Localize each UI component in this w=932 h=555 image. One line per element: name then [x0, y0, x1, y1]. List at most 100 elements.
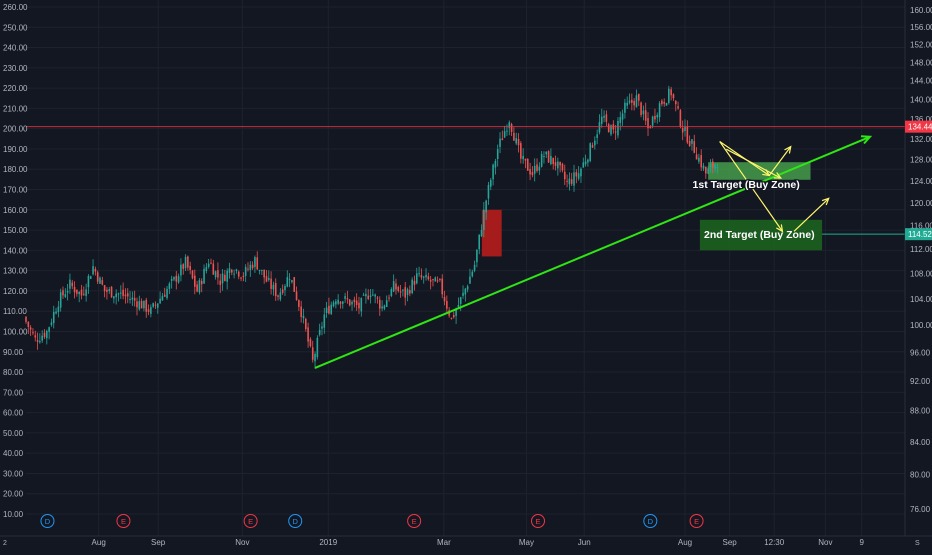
candle-body — [681, 128, 684, 133]
candle-body — [466, 286, 469, 290]
candle-body — [550, 156, 552, 165]
candle-body — [286, 277, 289, 287]
candle-body — [554, 162, 557, 166]
candle-body — [566, 180, 568, 182]
candle-body — [80, 289, 83, 296]
candle-body — [487, 184, 490, 199]
candle-body — [365, 293, 367, 297]
time-axis-tick-label: 12:30 — [764, 538, 785, 547]
candle-body — [157, 303, 159, 308]
candle-body — [277, 295, 279, 297]
candle-body — [605, 114, 608, 122]
candle-body — [108, 289, 111, 292]
candle-body — [311, 347, 314, 360]
candle-body — [50, 322, 53, 325]
candle-body — [353, 299, 356, 303]
candle-body — [452, 315, 455, 318]
candle-body — [348, 299, 351, 306]
candle-body — [34, 335, 37, 338]
right-axis-tick-label: 160.00 — [910, 6, 932, 15]
candle-body — [628, 100, 631, 103]
candle-body — [48, 327, 50, 332]
candle-body — [367, 295, 370, 300]
right-axis-tick-label: 128.00 — [910, 156, 932, 165]
candle-body — [25, 316, 27, 322]
candle-body — [540, 153, 543, 167]
candle-body — [496, 149, 499, 160]
candle-body — [261, 269, 263, 271]
left-axis-tick-label: 30.00 — [3, 469, 24, 478]
projection-arrow — [768, 146, 792, 176]
event-marker-label: E — [694, 517, 699, 526]
candle-body — [83, 293, 85, 295]
right-axis-tick-label: 136.00 — [910, 115, 932, 124]
candle-body — [665, 103, 668, 106]
candle-body — [464, 288, 467, 295]
grid-lines — [26, 0, 905, 536]
candle-body — [217, 270, 219, 278]
candle-body — [321, 326, 323, 329]
candle-body — [637, 93, 640, 101]
left-axis-tick-label: 240.00 — [3, 44, 28, 53]
candle-body — [341, 301, 344, 304]
projection-arrow — [726, 148, 782, 179]
right-axis-tick-label: 92.00 — [910, 377, 931, 386]
candle-body — [300, 306, 302, 317]
right-axis-tick-label: 144.00 — [910, 77, 932, 86]
zone-label-2: 2nd Target (Buy Zone) — [704, 229, 815, 241]
candle-body — [113, 296, 115, 299]
candle-body — [101, 280, 104, 285]
event-marker-circle — [689, 514, 704, 528]
time-axis-tick-label: Mar — [437, 538, 451, 547]
candle-body — [41, 335, 43, 341]
candle-body — [240, 277, 242, 279]
time-axis-tick-label: Nov — [818, 538, 832, 547]
left-axis-tick-label: 130.00 — [3, 267, 28, 276]
candle-body — [64, 294, 67, 297]
candle-body — [323, 314, 326, 328]
candle-body — [168, 283, 171, 289]
candle-body — [425, 274, 427, 278]
candle-body — [237, 271, 240, 277]
candle-body — [693, 141, 696, 153]
candle-body — [441, 278, 444, 295]
right-axis-tick-label: 96.00 — [910, 348, 931, 357]
candle-body — [668, 88, 670, 103]
candle-body — [492, 164, 494, 180]
candle-body — [557, 161, 559, 169]
left-axis-tick-label: 60.00 — [3, 409, 24, 418]
left-axis-tick-label: 40.00 — [3, 449, 24, 458]
candle-body — [545, 151, 548, 155]
candle-body — [110, 286, 113, 298]
candle-body — [436, 280, 439, 282]
target-badge-label: 114.52 — [908, 230, 932, 239]
candle-body — [709, 164, 712, 168]
candle-body — [670, 89, 672, 96]
candle-body — [422, 276, 425, 278]
left-axis-tick-label: 260.00 — [3, 3, 28, 12]
candle-body — [600, 116, 603, 124]
candle-body — [395, 283, 397, 290]
candle-body — [307, 327, 309, 342]
candle-body — [99, 277, 101, 284]
candle-body — [647, 118, 649, 129]
candle-body — [281, 289, 284, 293]
candle-body — [210, 262, 212, 264]
candle-body — [409, 290, 411, 294]
candle-body — [36, 340, 39, 342]
right-axis-tick-label: 152.00 — [910, 40, 932, 49]
event-marker-circle — [116, 514, 131, 528]
candle-body — [591, 145, 594, 148]
candle-body — [520, 143, 522, 159]
candle-body — [614, 131, 617, 133]
candle-body — [543, 156, 545, 158]
candle-body — [43, 332, 46, 338]
candle-body — [214, 271, 217, 278]
candle-body — [177, 276, 180, 283]
candle-body — [672, 94, 675, 99]
candle-body — [700, 155, 702, 168]
candle-body — [478, 234, 481, 250]
left-axis-tick-label: 250.00 — [3, 23, 28, 32]
